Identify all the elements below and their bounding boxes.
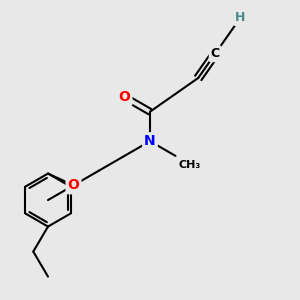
Text: CH₃: CH₃ [178, 160, 201, 170]
Text: C: C [211, 47, 220, 60]
Text: H: H [235, 11, 246, 24]
Text: N: N [144, 134, 156, 148]
Text: O: O [118, 90, 130, 104]
Text: O: O [68, 178, 80, 192]
